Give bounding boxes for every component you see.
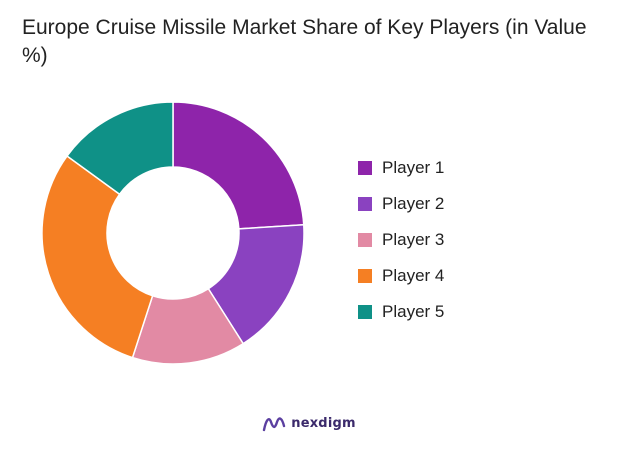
legend-item-5: Player 5 bbox=[358, 294, 558, 330]
legend-item-4: Player 4 bbox=[358, 258, 558, 294]
donut-slice-1 bbox=[172, 101, 305, 230]
legend-label: Player 3 bbox=[382, 230, 445, 249]
legend-swatch bbox=[358, 161, 372, 175]
donut-slice-5 bbox=[65, 101, 174, 196]
legend-label: Player 2 bbox=[382, 194, 445, 213]
legend-item-2: Player 2 bbox=[358, 186, 558, 222]
chart-title: Europe Cruise Missile Market Share of Ke… bbox=[22, 16, 587, 67]
legend-swatch bbox=[358, 269, 372, 283]
legend-label: Player 4 bbox=[382, 266, 445, 285]
legend-label: Player 5 bbox=[382, 302, 445, 321]
donut-slice-4 bbox=[41, 154, 154, 359]
chart-legend: Player 1 Player 2 Player 3 Player 4 Player 5 bbox=[358, 150, 558, 330]
legend-swatch bbox=[358, 233, 372, 247]
brand-logo: nexdigm bbox=[0, 412, 617, 434]
legend-swatch bbox=[358, 197, 372, 211]
legend-item-3: Player 3 bbox=[358, 222, 558, 258]
brand-name: nexdigm bbox=[291, 415, 356, 431]
legend-item-1: Player 1 bbox=[358, 150, 558, 186]
nexdigm-logo-icon bbox=[263, 417, 286, 432]
legend-label: Player 1 bbox=[382, 158, 445, 177]
legend-swatch bbox=[358, 305, 372, 319]
donut-slices bbox=[41, 101, 305, 365]
